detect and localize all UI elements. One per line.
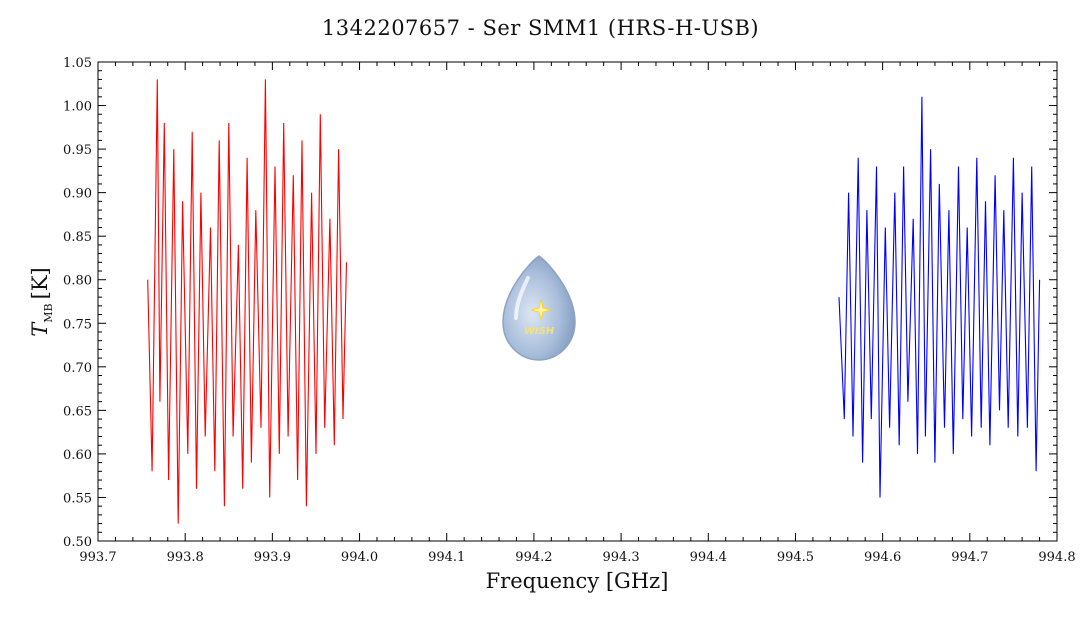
y-tick-label: 0.65 <box>63 404 92 419</box>
y-tick-label: 0.90 <box>63 187 92 202</box>
plot-frame <box>97 61 1058 542</box>
x-tick-label: 994.2 <box>515 550 552 565</box>
y-tick-label: 0.75 <box>63 317 92 332</box>
y-axis-title: TMB [K] <box>28 267 55 336</box>
x-axis-title: Frequency [GHz] <box>486 569 669 593</box>
wish-logo: WISH <box>502 255 576 361</box>
y-tick-label: 0.70 <box>63 361 92 376</box>
x-tick-labels: 993.7 993.8 993.9 994.0 994.1 994.2 994.3 994.4… <box>79 550 1075 565</box>
series-layer <box>147 79 1041 524</box>
axis-ticks <box>97 61 1058 542</box>
series-1-line <box>147 79 348 524</box>
svg-text:TMB[K]: TMB [K] <box>28 267 55 336</box>
y-tick-labels: 0.50 0.55 0.60 0.65 0.70 0.75 0.80 0.85 0.90 0.95… <box>63 56 92 550</box>
x-tick-label: 993.8 <box>167 550 204 565</box>
y-tick-label: 0.55 <box>63 491 92 506</box>
y-tick-label: 0.95 <box>63 143 92 158</box>
y-tick-label: 0.50 <box>63 535 92 550</box>
x-tick-label: 994.3 <box>602 550 639 565</box>
x-tick-label: 993.9 <box>254 550 291 565</box>
x-tick-label: 994.1 <box>428 550 465 565</box>
x-tick-label: 993.7 <box>79 550 116 565</box>
y-tick-label: 1.05 <box>63 56 92 71</box>
y-axis-title-sub: MB <box>42 303 55 322</box>
wish-logo-text: WISH <box>524 326 555 337</box>
x-tick-label: 994.8 <box>1038 550 1075 565</box>
x-tick-label: 994.5 <box>777 550 814 565</box>
x-tick-label: 994.7 <box>951 550 988 565</box>
y-axis-title-unit: [K] <box>28 267 52 299</box>
y-tick-label: 0.85 <box>63 230 92 245</box>
chart-title: 1342207657 - Ser SMM1 (HRS-H-USB) <box>321 16 760 40</box>
series-2-line <box>838 96 1041 498</box>
y-tick-label: 0.60 <box>63 448 92 463</box>
y-axis-title-main: T <box>28 321 52 337</box>
x-tick-label: 994.0 <box>341 550 378 565</box>
y-tick-label: 0.80 <box>63 274 92 289</box>
x-tick-label: 994.4 <box>690 550 727 565</box>
x-tick-label: 994.6 <box>864 550 901 565</box>
y-tick-label: 1.00 <box>63 100 92 115</box>
